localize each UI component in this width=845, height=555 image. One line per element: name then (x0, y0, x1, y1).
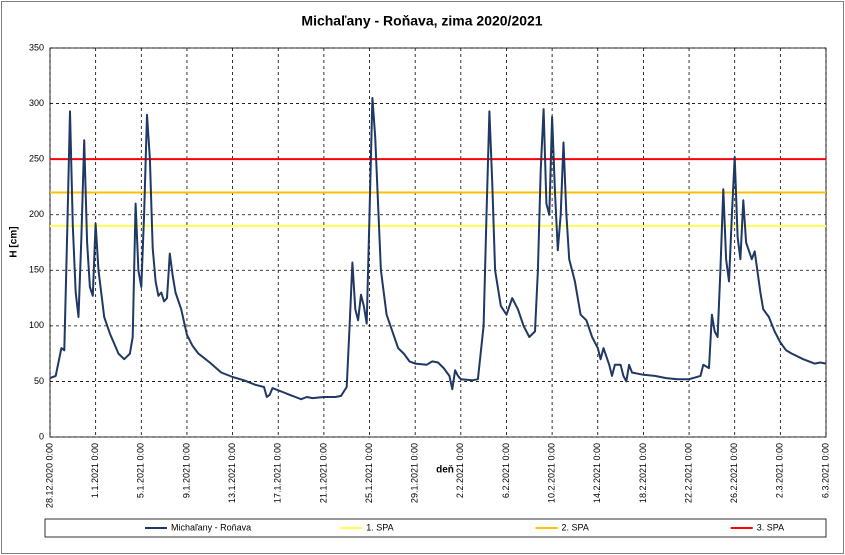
x-tick-label: 26.2.2021 0:00 (729, 443, 739, 503)
x-tick-label: 28.12.2020 0:00 (44, 443, 54, 508)
x-tick-label: 5.1.2021 0:00 (136, 443, 146, 498)
x-tick-label: 14.2.2021 0:00 (592, 443, 602, 503)
x-tick-label: 6.2.2021 0:00 (501, 443, 511, 498)
y-tick-label: 0 (39, 431, 44, 441)
x-tick-label: 1.1.2021 0:00 (90, 443, 100, 498)
y-tick-label: 150 (29, 265, 44, 275)
x-tick-label: 9.1.2021 0:00 (181, 443, 191, 498)
y-tick-label: 250 (29, 154, 44, 164)
y-axis-label: H [cm] (9, 226, 20, 257)
y-tick-label: 100 (29, 320, 44, 330)
data-line (49, 97, 827, 401)
x-tick-label: 17.1.2021 0:00 (273, 443, 283, 503)
y-tick-label: 350 (29, 42, 44, 52)
x-tick-label: 18.2.2021 0:00 (638, 443, 648, 503)
y-tick-label: 300 (29, 98, 44, 108)
x-tick-label: 29.1.2021 0:00 (410, 443, 420, 503)
x-tick-label: 2.2.2021 0:00 (455, 443, 465, 498)
legend-box (44, 518, 827, 538)
x-tick-label: 10.2.2021 0:00 (546, 443, 556, 503)
x-tick-label: 2.3.2021 0:00 (775, 443, 785, 498)
plot-frame (49, 47, 827, 438)
x-tick-label: 22.2.2021 0:00 (683, 443, 693, 503)
y-tick-label: 50 (34, 376, 44, 386)
legend-label: Michaľany - Roňava (171, 522, 251, 532)
x-tick-label: 6.3.2021 0:00 (820, 443, 830, 498)
x-axis-label: deň (436, 465, 454, 476)
legend-label: 1. SPA (366, 522, 393, 532)
y-tick-label: 200 (29, 209, 44, 219)
x-tick-label: 13.1.2021 0:00 (227, 443, 237, 503)
x-tick-label: 25.1.2021 0:00 (364, 443, 374, 503)
legend-label: 2. SPA (562, 522, 589, 532)
chart-title: Michaľany - Roňava, zima 2020/2021 (301, 13, 542, 29)
legend-label: 3. SPA (757, 522, 784, 532)
x-tick-label: 21.1.2021 0:00 (318, 443, 328, 503)
